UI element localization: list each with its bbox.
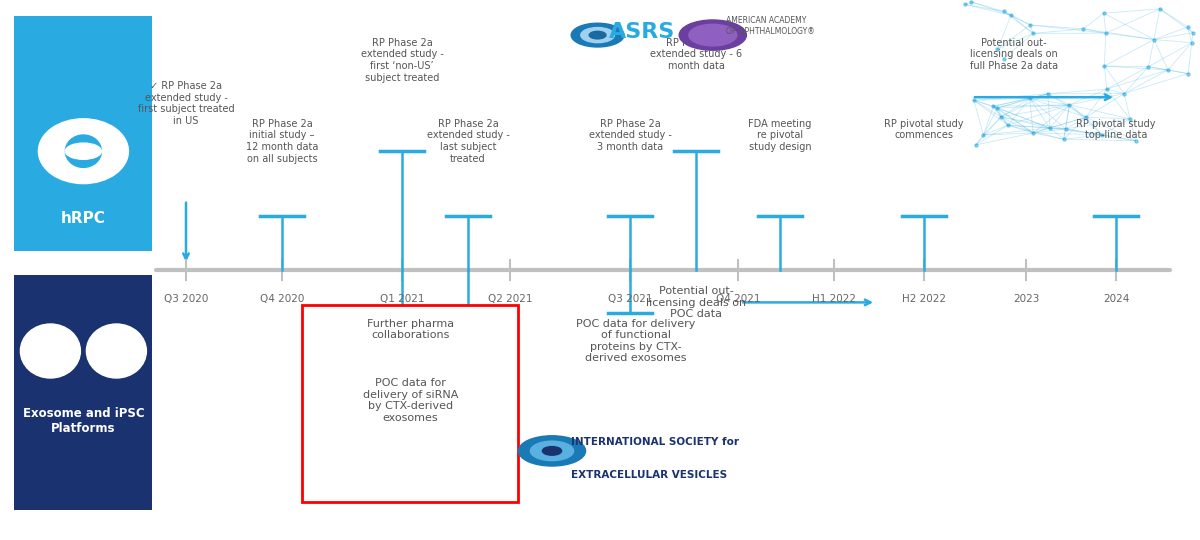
Point	[1139, 62, 1158, 71]
Point	[1097, 85, 1116, 93]
Text: H2 2022: H2 2022	[902, 294, 946, 305]
Text: 2023: 2023	[1013, 294, 1039, 305]
Point	[1158, 66, 1177, 75]
Text: RP Phase 2a
extended study -
last subject
treated: RP Phase 2a extended study - last subjec…	[426, 119, 510, 164]
Text: Q4 2021: Q4 2021	[715, 294, 761, 305]
Point	[1020, 94, 1039, 103]
Text: RP Phase 2a
extended study -
3 month data: RP Phase 2a extended study - 3 month dat…	[588, 119, 672, 152]
Text: 2024: 2024	[1103, 294, 1129, 305]
Point	[1178, 69, 1198, 78]
Point	[994, 55, 1013, 63]
Text: Potential out-
licensing deals on
full Phase 2a data: Potential out- licensing deals on full P…	[970, 38, 1058, 71]
Point	[1020, 21, 1039, 29]
Point	[1040, 124, 1060, 132]
Point	[1126, 137, 1145, 145]
Text: RP Phase 2a
extended study - 6
month data: RP Phase 2a extended study - 6 month dat…	[650, 38, 742, 71]
Text: RP pivotal study
top-line data: RP pivotal study top-line data	[1076, 119, 1156, 140]
Text: FDA meeting
re pivotal
study design: FDA meeting re pivotal study design	[749, 119, 811, 152]
Circle shape	[518, 436, 586, 466]
Point	[1024, 29, 1043, 38]
Point	[1076, 113, 1096, 122]
Text: POC data for
delivery of siRNA
by CTX-derived
exosomes: POC data for delivery of siRNA by CTX-de…	[362, 378, 458, 423]
Point	[1150, 4, 1169, 13]
Text: ASRS: ASRS	[608, 22, 674, 42]
Text: RP Phase 2a
initial study –
12 month data
on all subjects: RP Phase 2a initial study – 12 month dat…	[246, 119, 318, 164]
Point	[1094, 62, 1114, 70]
Ellipse shape	[66, 135, 101, 167]
Circle shape	[571, 23, 624, 47]
Point	[1097, 29, 1116, 37]
Point	[1145, 35, 1164, 44]
Point	[1121, 114, 1140, 123]
Circle shape	[542, 447, 562, 455]
Circle shape	[530, 441, 574, 461]
Point	[988, 104, 1007, 112]
Point	[974, 131, 994, 139]
Point	[998, 121, 1018, 130]
Circle shape	[589, 31, 606, 39]
Point	[955, 0, 974, 9]
Ellipse shape	[86, 324, 146, 378]
Circle shape	[679, 20, 746, 50]
Point	[1054, 135, 1073, 144]
Text: Q2 2021: Q2 2021	[487, 294, 533, 305]
Point	[988, 45, 1007, 53]
Ellipse shape	[38, 119, 128, 184]
Text: Potential out-
licensing deals on
POC data: Potential out- licensing deals on POC da…	[646, 286, 746, 319]
Point	[1001, 11, 1020, 19]
Point	[984, 102, 1003, 111]
Point	[1056, 125, 1075, 133]
Point	[1182, 38, 1200, 47]
Circle shape	[66, 143, 101, 159]
Point	[965, 96, 984, 105]
Ellipse shape	[20, 324, 80, 378]
Bar	[14, 275, 152, 510]
Text: Q4 2020: Q4 2020	[260, 294, 304, 305]
Point	[1024, 129, 1043, 137]
Point	[1038, 90, 1057, 98]
Text: POC data for delivery
of functional
proteins by CTX-
derived exosomes: POC data for delivery of functional prot…	[576, 319, 696, 363]
Point	[966, 141, 985, 150]
Circle shape	[689, 24, 737, 46]
Bar	[302, 305, 518, 502]
Text: INTERNATIONAL SOCIETY for: INTERNATIONAL SOCIETY for	[571, 437, 739, 448]
Text: Exosome and iPSC
Platforms: Exosome and iPSC Platforms	[23, 407, 144, 435]
Text: Q3 2020: Q3 2020	[164, 294, 208, 305]
Point	[1092, 131, 1111, 139]
Text: Further pharma
collaborations: Further pharma collaborations	[367, 319, 454, 340]
Text: AMERICAN ACADEMY
OF OPHTHALMOLOGY®: AMERICAN ACADEMY OF OPHTHALMOLOGY®	[726, 16, 815, 36]
Text: EXTRACELLULAR VESICLES: EXTRACELLULAR VESICLES	[571, 470, 727, 480]
Bar	[14, 16, 152, 251]
Text: RP pivotal study
commences: RP pivotal study commences	[884, 119, 964, 140]
Text: ✓ RP Phase 2a
extended study -
first subject treated
in US: ✓ RP Phase 2a extended study - first sub…	[138, 81, 234, 126]
Text: Q1 2021: Q1 2021	[379, 294, 425, 305]
Point	[1183, 29, 1200, 37]
Text: H1 2022: H1 2022	[812, 294, 856, 305]
Text: hRPC: hRPC	[61, 211, 106, 226]
Point	[961, 0, 980, 6]
Point	[995, 7, 1014, 16]
Point	[1115, 89, 1134, 98]
Point	[1094, 9, 1114, 17]
Point	[1060, 100, 1079, 109]
Text: RP Phase 2a
extended study -
first ‘non-US’
subject treated: RP Phase 2a extended study - first ‘non-…	[360, 38, 444, 83]
Text: Q3 2021: Q3 2021	[607, 294, 653, 305]
Point	[1178, 23, 1198, 31]
Point	[991, 112, 1010, 121]
Circle shape	[581, 28, 614, 43]
Point	[1074, 24, 1093, 33]
